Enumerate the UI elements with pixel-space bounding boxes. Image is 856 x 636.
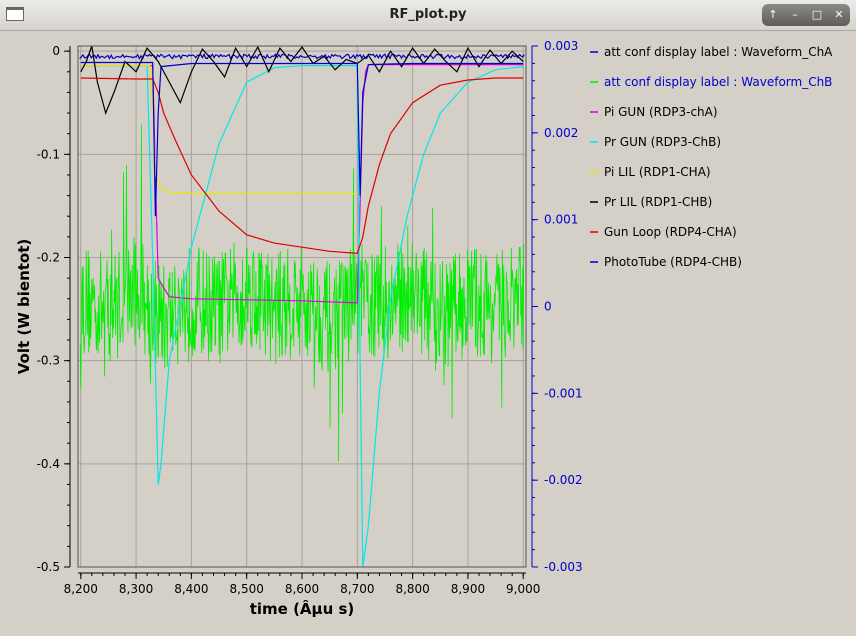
minimize-button[interactable]: – bbox=[792, 8, 798, 21]
y2-tick-label: 0.001 bbox=[544, 213, 578, 227]
y2-tick-label: -0.003 bbox=[544, 560, 583, 574]
window-icon[interactable] bbox=[6, 7, 24, 21]
legend-entry[interactable]: Pi LIL (RDP1-CHA) bbox=[604, 165, 711, 179]
y-tick-label: -0.5 bbox=[37, 560, 60, 574]
y-axis-title: Volt (W bientot) bbox=[15, 239, 33, 374]
y-tick-label: -0.1 bbox=[37, 147, 60, 161]
legend-entry[interactable]: att conf display label : Waveform_ChB bbox=[604, 75, 832, 89]
legend-entry[interactable]: Pr GUN (RDP3-ChB) bbox=[604, 135, 721, 149]
rf-plot-chart[interactable]: 0 -0.1 -0.2 -0.3 -0.4 -0.5 8,200 8,300 8,400 8,50… bbox=[0, 31, 856, 632]
maximize-button[interactable]: □ bbox=[811, 8, 823, 21]
y2-tick-label: 0 bbox=[544, 300, 552, 314]
series-line-6 bbox=[80, 77, 524, 255]
legend-entry[interactable]: PhotoTube (RDP4-CHB) bbox=[604, 255, 742, 269]
x-tick-label: 8,200 bbox=[64, 582, 98, 596]
x-tick-label: 8,500 bbox=[230, 582, 264, 596]
x-tick-label: 8,800 bbox=[395, 582, 429, 596]
plot-frame bbox=[77, 45, 527, 568]
close-button[interactable]: ✕ bbox=[834, 8, 844, 21]
x-tick-label: 8,700 bbox=[340, 582, 374, 596]
series-line-2 bbox=[80, 64, 524, 304]
y2-tick-label: -0.001 bbox=[544, 386, 583, 400]
plot-area: 0 -0.1 -0.2 -0.3 -0.4 -0.5 8,200 8,300 8,400 8,50… bbox=[0, 31, 856, 632]
title-bar[interactable]: RF_plot.py ↑ – □ ✕ bbox=[0, 0, 856, 31]
legend-entry[interactable]: Pr LIL (RDP1-CHB) bbox=[604, 195, 712, 209]
keep-above-button[interactable]: ↑ bbox=[768, 8, 778, 21]
y2-tick-label: 0.003 bbox=[544, 39, 578, 53]
window-controls: ↑ – □ ✕ bbox=[762, 4, 850, 26]
series-line-7 bbox=[80, 61, 524, 217]
y-tick-label: -0.3 bbox=[37, 354, 60, 368]
window-title: RF_plot.py bbox=[389, 7, 467, 22]
y-tick-label: -0.2 bbox=[37, 250, 60, 264]
x-tick-label: 8,400 bbox=[174, 582, 208, 596]
x-tick-label: 8,300 bbox=[119, 582, 153, 596]
y-tick-label: -0.4 bbox=[37, 457, 60, 471]
x-axis-title: time (Âµu s) bbox=[250, 599, 355, 618]
series-line-3 bbox=[80, 65, 524, 568]
x-tick-label: 9,000 bbox=[506, 582, 540, 596]
y-tick-label: 0 bbox=[52, 44, 60, 58]
legend-entry[interactable]: Pi GUN (RDP3-chA) bbox=[604, 105, 718, 119]
x-tick-label: 8,900 bbox=[451, 582, 485, 596]
legend-entry[interactable]: Gun Loop (RDP4-CHA) bbox=[604, 225, 737, 239]
series-line-5 bbox=[80, 45, 524, 115]
y2-tick-label: 0.002 bbox=[544, 126, 578, 140]
y2-tick-label: -0.002 bbox=[544, 473, 583, 487]
x-tick-label: 8,600 bbox=[285, 582, 319, 596]
series-line-4 bbox=[80, 65, 358, 195]
legend-entry[interactable]: att conf display label : Waveform_ChA bbox=[604, 45, 833, 59]
